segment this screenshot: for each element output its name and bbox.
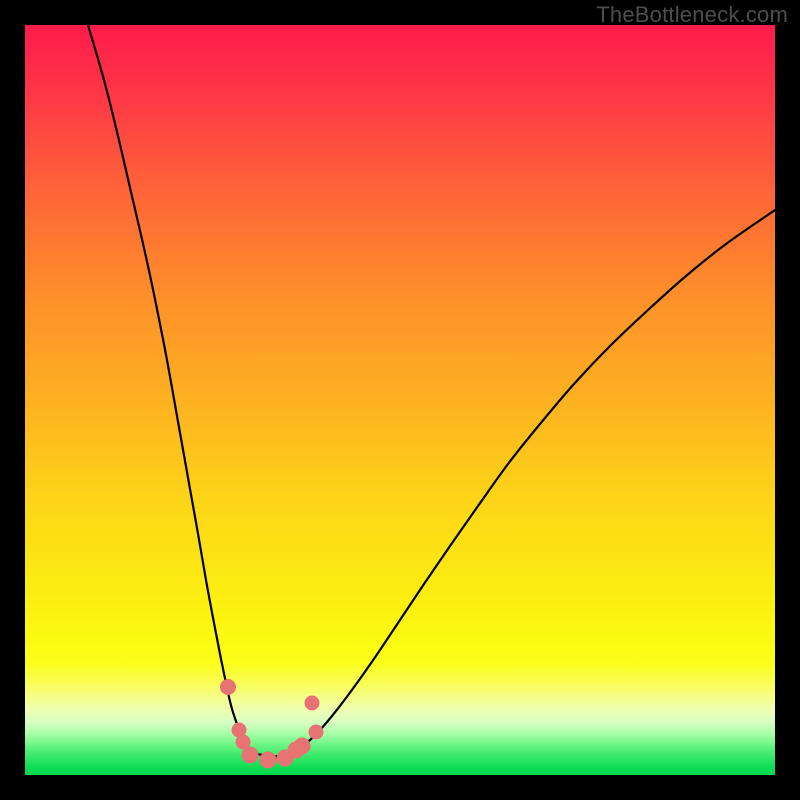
curve-left-branch — [88, 25, 262, 755]
bottleneck-curve — [25, 25, 775, 775]
chart-root: TheBottleneck.com — [0, 0, 800, 800]
frame-bottom — [0, 775, 800, 800]
frame-left — [0, 0, 25, 800]
watermark-text: TheBottleneck.com — [596, 2, 788, 28]
data-dot — [305, 696, 319, 710]
data-dot — [260, 752, 276, 768]
frame-right — [775, 0, 800, 800]
curve-right-branch — [280, 210, 775, 755]
data-dot — [242, 747, 258, 763]
data-dot — [294, 738, 310, 754]
gradient-panel — [25, 25, 775, 775]
data-dot — [221, 680, 236, 695]
data-dot — [309, 725, 323, 739]
